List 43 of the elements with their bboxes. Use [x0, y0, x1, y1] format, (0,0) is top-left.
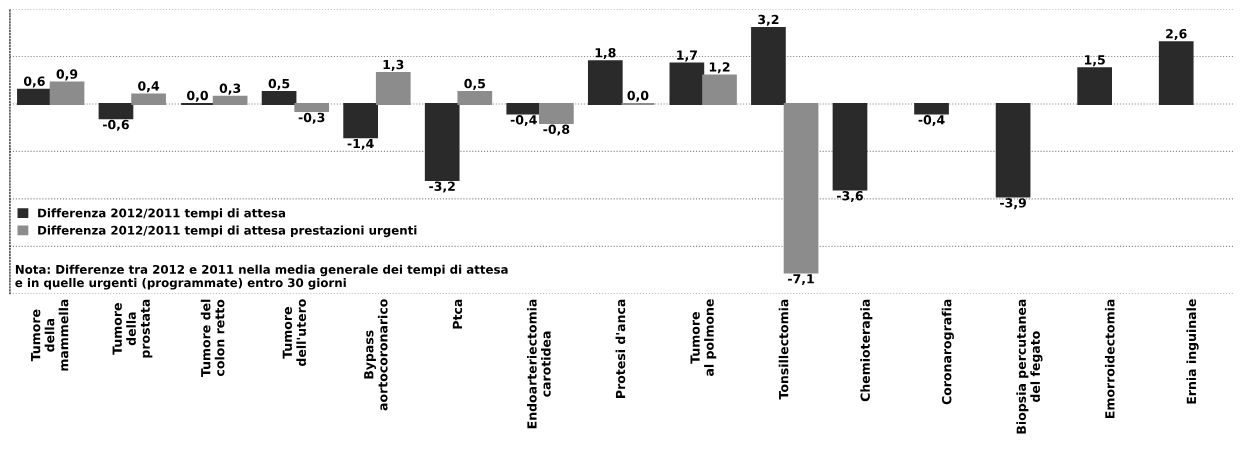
- data-label: -7,1: [788, 274, 814, 286]
- data-label: -0,3: [298, 112, 325, 124]
- data-label: -3,9: [1000, 198, 1026, 210]
- data-label: -0,8: [543, 124, 570, 136]
- x-tick-label: Ptca: [452, 299, 463, 329]
- data-label: -0,4: [918, 115, 945, 127]
- data-label: 0,6: [23, 76, 45, 88]
- data-label: 2,6: [1166, 29, 1187, 41]
- data-label: -0,4: [510, 115, 537, 127]
- data-label: 3,2: [758, 14, 779, 26]
- x-tick-label: Endoarteriectomia carotidea: [527, 299, 551, 429]
- x-tick-label: Tumore della prostata: [112, 299, 153, 358]
- x-tick-label: Tumore del colon retto: [200, 299, 225, 377]
- data-label: 0,4: [138, 81, 160, 93]
- data-label: -3,6: [837, 191, 863, 203]
- x-tick-label: Ernia inguinale: [1186, 299, 1199, 404]
- data-label: -3,2: [429, 181, 455, 193]
- x-tick-label: Coronarografia: [941, 299, 954, 405]
- data-label: 1,8: [595, 47, 616, 60]
- x-tick-label: Bypass aortocoronarico: [364, 299, 388, 411]
- data-label: 1,5: [1085, 55, 1105, 67]
- legend-label: Differenza 2012/2011 tempi di attesa: [38, 208, 286, 220]
- x-tick-label: Tumore dell'utero: [282, 299, 307, 367]
- data-label: 0,5: [464, 78, 486, 90]
- legend-label: Differenza 2012/2011 tempi di attesa prestazioni urgenti: [38, 225, 417, 238]
- data-label: 0,0: [627, 90, 649, 102]
- data-label: 1,7: [677, 50, 697, 62]
- annotation: Nota: Differenze tra 2012 e 2011 nella media generale dei tempi di attesa e in quelle urgenti (programmate) entro 30 giorni: [15, 264, 508, 290]
- data-label: 0,0: [187, 90, 208, 102]
- data-label: 0,9: [56, 69, 78, 81]
- x-tick-label: Tumore della mammella: [31, 299, 69, 371]
- data-label: 0,3: [219, 83, 241, 95]
- data-label: 1,2: [709, 62, 730, 74]
- x-tick-label: Biopsia percutanea del fegato: [1016, 299, 1043, 434]
- data-label: -0,6: [102, 119, 129, 131]
- data-label: -1,4: [347, 138, 374, 150]
- x-tick-label: Tumore al polmone: [690, 299, 717, 377]
- x-tick-label: Tonsillectomia: [778, 299, 789, 400]
- data-label: 1,3: [383, 59, 404, 71]
- x-tick-label: Chemioterapia: [860, 299, 873, 402]
- x-tick-label: Protesi d'anca: [615, 299, 626, 398]
- x-tick-label: Emorroidectomia: [1104, 299, 1115, 419]
- data-label: 0,5: [268, 78, 290, 90]
